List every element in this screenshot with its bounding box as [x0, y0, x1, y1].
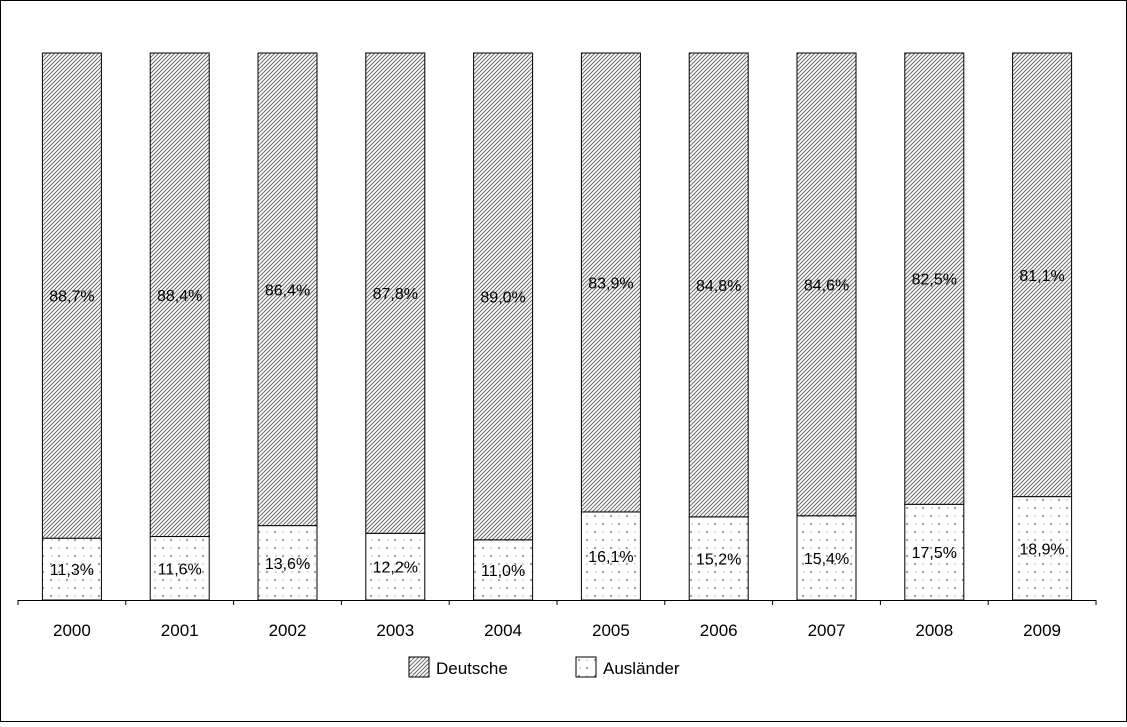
bar-segment-auslaender-2000 — [41, 537, 102, 601]
data-label-deutsche-2004: 89,0% — [480, 289, 525, 306]
bar-segment-auslaender-2001 — [149, 536, 210, 601]
bars-layer — [41, 52, 1073, 601]
bar-segment-auslaender-2007 — [796, 515, 857, 601]
x-tick-label-2008: 2008 — [915, 621, 953, 640]
data-label-auslaender-2008: 17,5% — [912, 545, 957, 562]
legend-swatch-deutsche — [408, 656, 430, 678]
bar-segment-auslaender-2008 — [904, 503, 965, 601]
bar-segment-deutsche-2004 — [473, 52, 534, 541]
data-label-deutsche-2000: 88,7% — [49, 289, 94, 306]
data-label-auslaender-2000: 11,3% — [50, 562, 94, 579]
x-tick-label-2005: 2005 — [592, 621, 630, 640]
data-label-deutsche-2003: 87,8% — [373, 286, 418, 303]
bar-segment-deutsche-2007 — [796, 52, 857, 517]
data-label-deutsche-2007: 84,6% — [804, 277, 849, 294]
bar-segment-auslaender-2004 — [473, 539, 534, 601]
x-tick-label-2009: 2009 — [1023, 621, 1061, 640]
bar-segment-deutsche-2006 — [688, 52, 749, 518]
x-tick-label-2007: 2007 — [808, 621, 846, 640]
x-tick-label-2003: 2003 — [376, 621, 414, 640]
bar-segment-deutsche-2008 — [904, 52, 965, 505]
x-tick-labels-layer: 2000 2001 2002 2003 2004 2005 2006 2007 2008 2009 — [53, 621, 1061, 640]
bar-segment-auslaender-2009 — [1012, 496, 1073, 601]
x-tick-label-2004: 2004 — [484, 621, 522, 640]
bar-segment-auslaender-2002 — [257, 525, 318, 601]
data-label-deutsche-2008: 82,5% — [912, 272, 957, 289]
bar-segment-deutsche-2001 — [149, 52, 210, 538]
x-tick-label-2006: 2006 — [700, 621, 738, 640]
legend-label-auslaender: Ausländer — [603, 659, 680, 678]
legend-swatch-auslaender — [575, 656, 597, 678]
bar-segment-deutsche-2003 — [365, 52, 426, 534]
data-label-auslaender-2005: 16,1% — [588, 549, 633, 566]
data-label-auslaender-2003: 12,2% — [373, 560, 418, 577]
legend: Deutsche Ausländer — [408, 656, 680, 678]
data-label-auslaender-2007: 15,4% — [804, 551, 849, 568]
bar-labels-layer: 11,3% 88,7% 11,6% 88,4% 13,6% 86,4% 12,2% 87,8%… — [49, 268, 1065, 580]
x-tick-label-2001: 2001 — [161, 621, 199, 640]
data-label-deutsche-2009: 81,1% — [1019, 268, 1064, 285]
bar-segment-deutsche-2005 — [580, 52, 641, 513]
bar-segment-deutsche-2002 — [257, 52, 318, 527]
data-label-auslaender-2009: 18,9% — [1019, 541, 1064, 558]
data-label-deutsche-2001: 88,4% — [157, 288, 202, 305]
legend-label-deutsche: Deutsche — [436, 659, 508, 678]
data-label-deutsche-2006: 84,8% — [696, 278, 741, 295]
x-ticks-layer — [17, 600, 1097, 605]
bar-segment-deutsche-2009 — [1012, 52, 1073, 498]
x-tick-label-2002: 2002 — [269, 621, 307, 640]
bar-segment-deutsche-2000 — [41, 52, 102, 539]
data-label-deutsche-2002: 86,4% — [265, 282, 310, 299]
data-label-auslaender-2001: 11,6% — [158, 561, 202, 578]
data-label-deutsche-2005: 83,9% — [588, 275, 633, 292]
data-label-auslaender-2004: 11,0% — [481, 563, 525, 580]
data-label-auslaender-2006: 15,2% — [696, 551, 741, 568]
bar-segment-auslaender-2003 — [365, 532, 426, 601]
data-label-auslaender-2002: 13,6% — [265, 556, 310, 573]
x-tick-label-2000: 2000 — [53, 621, 91, 640]
bar-segment-auslaender-2005 — [580, 511, 641, 601]
